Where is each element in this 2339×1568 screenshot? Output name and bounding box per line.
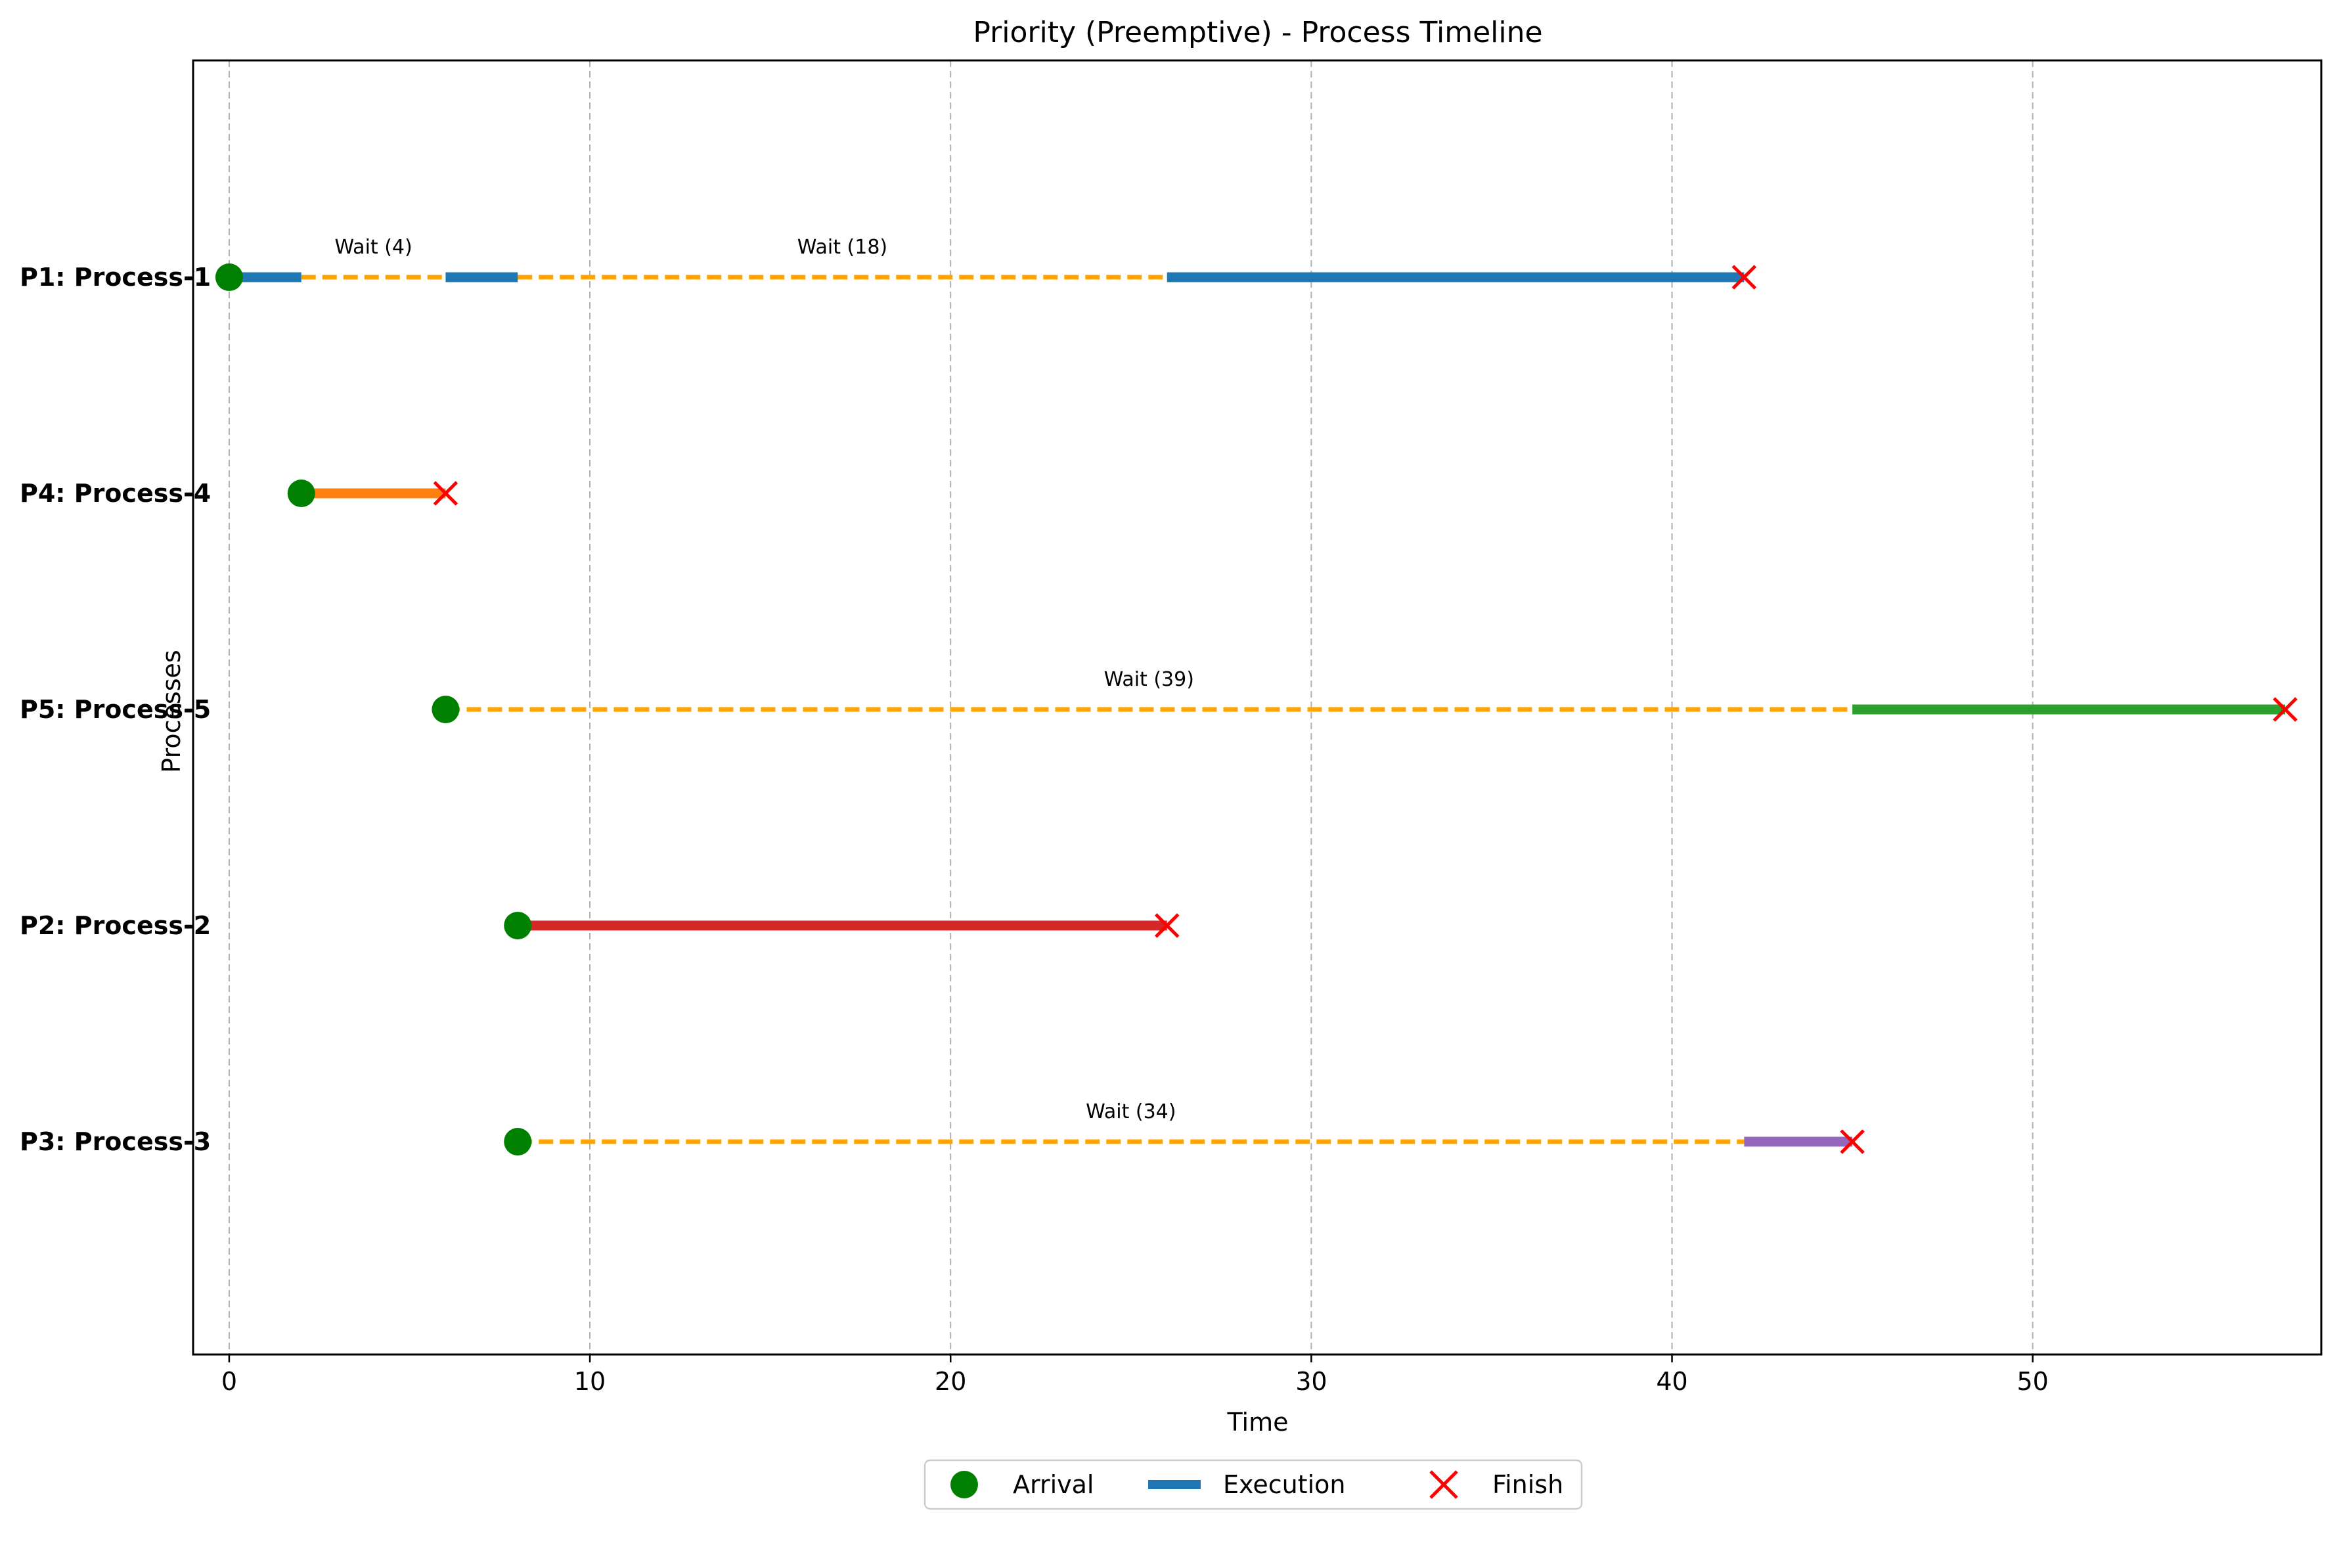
wait-label: Wait (4) xyxy=(334,236,412,259)
process-label: P1: Process-1 xyxy=(20,263,211,292)
tick-layer: 0 10 20 30 40 50 xyxy=(185,276,2049,1396)
legend-arrival-icon xyxy=(950,1471,978,1498)
x-axis-label: Time xyxy=(1227,1408,1289,1437)
x-tick-label: 40 xyxy=(1656,1367,1687,1396)
chart-title: Priority (Preemptive) - Process Timeline xyxy=(973,16,1542,49)
arrival-marker xyxy=(287,480,315,507)
legend-finish-stroke xyxy=(1429,1470,1458,1499)
process-label: P3: Process-3 xyxy=(20,1127,211,1156)
x-tick-label: 0 xyxy=(221,1367,237,1396)
wait-layer xyxy=(301,275,1853,1144)
arrival-marker xyxy=(432,696,460,723)
process-label: P2: Process-2 xyxy=(20,911,211,940)
x-tick-label: 10 xyxy=(574,1367,606,1396)
legend: Arrival Execution Finish xyxy=(924,1459,1583,1510)
legend-box xyxy=(924,1459,1583,1510)
legend-label: Finish xyxy=(1492,1470,1563,1499)
finish-marker xyxy=(1731,265,1757,290)
y-axis-label: Processes xyxy=(157,650,186,773)
x-tick-label: 30 xyxy=(1295,1367,1327,1396)
finish-marker-stroke xyxy=(1731,265,1757,290)
finish-marker-stroke xyxy=(1154,913,1180,938)
marker-layer xyxy=(215,263,2298,1155)
finish-marker-stroke xyxy=(2273,697,2298,722)
finish-marker xyxy=(433,481,458,506)
finish-marker-stroke xyxy=(1840,1129,1865,1154)
wait-label: Wait (18) xyxy=(797,236,887,259)
wait-label: Wait (34) xyxy=(1086,1100,1176,1123)
finish-marker xyxy=(2273,697,2298,722)
plot-frame xyxy=(192,59,2323,1356)
finish-marker-stroke xyxy=(433,481,458,506)
arrival-marker xyxy=(504,912,532,939)
label-layer: P1: Process-1 Wait (4) Wait (18) P4: Proces… xyxy=(20,236,1194,1156)
x-tick-label: 50 xyxy=(2016,1367,2048,1396)
process-label: P4: Process-4 xyxy=(20,479,211,508)
finish-marker xyxy=(1154,913,1180,938)
process-label: P5: Process-5 xyxy=(20,695,211,724)
wait-label: Wait (39) xyxy=(1104,668,1194,691)
finish-marker xyxy=(1840,1129,1865,1154)
x-tick-label: 20 xyxy=(935,1367,966,1396)
arrival-marker xyxy=(215,263,243,291)
arrival-marker xyxy=(504,1128,532,1155)
legend-label: Arrival xyxy=(1013,1470,1094,1499)
legend-finish-icon xyxy=(1429,1470,1458,1499)
legend-label: Execution xyxy=(1223,1470,1345,1499)
execution-layer xyxy=(229,272,2286,1147)
